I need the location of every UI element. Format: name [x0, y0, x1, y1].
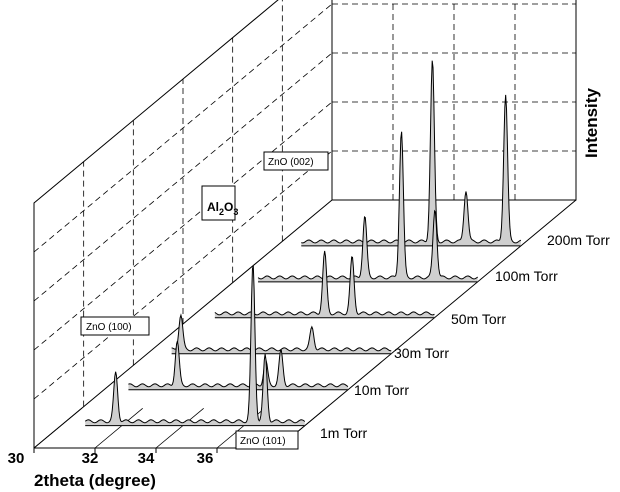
x-tick-label: 34	[138, 450, 155, 467]
series-line	[301, 60, 522, 244]
series-label-1m: 1m Torr	[320, 425, 368, 441]
series-line	[257, 131, 478, 280]
z-axis-title: Intensity	[582, 88, 601, 158]
series-traces	[84, 60, 522, 427]
series-label-200m: 200m Torr	[547, 232, 610, 248]
series-1m-Torr	[84, 265, 306, 427]
series-label-10m: 10m Torr	[354, 382, 409, 398]
series-label-50m: 50m Torr	[451, 311, 506, 327]
x-axis-title: 2theta (degree)	[34, 471, 156, 490]
series-200m-Torr	[301, 60, 522, 247]
series-line	[171, 313, 392, 352]
series-100m-Torr	[257, 131, 478, 283]
series-line	[84, 265, 306, 424]
series-fill	[214, 250, 435, 318]
floor-tick	[94, 408, 143, 449]
series-label-30m: 30m Torr	[394, 345, 449, 361]
grid-line	[33, 3, 333, 253]
floor-tick	[33, 408, 82, 449]
annotation-zno-002: ZnO (002)	[268, 157, 314, 168]
series-10m-Torr	[128, 340, 349, 391]
grid-line	[33, 150, 333, 400]
annotation-box	[235, 430, 299, 450]
x-tick-label: 30	[8, 450, 25, 467]
annotation-box	[201, 185, 236, 221]
series-fill	[171, 315, 392, 354]
series-label-100m: 100m Torr	[495, 268, 558, 284]
grid-line	[33, 52, 333, 302]
annotation-zno-101: ZnO (101)	[240, 436, 286, 447]
grid-line	[33, 101, 333, 351]
x-tick-label: 36	[197, 450, 214, 467]
series-line	[128, 340, 349, 388]
x-tick-label: 32	[82, 450, 99, 467]
annotation-box	[80, 316, 150, 336]
annotation-box	[263, 151, 329, 171]
floor-tick	[155, 408, 204, 449]
axis-labels: 30 32 34 36 2theta (degree) Intensity 1m…	[8, 88, 610, 490]
annotation-zno-100: ZnO (100)	[86, 322, 132, 333]
annotation-al2o3: Al2O3	[207, 200, 238, 217]
series-fill	[301, 60, 521, 246]
series-30m-Torr	[171, 313, 392, 355]
